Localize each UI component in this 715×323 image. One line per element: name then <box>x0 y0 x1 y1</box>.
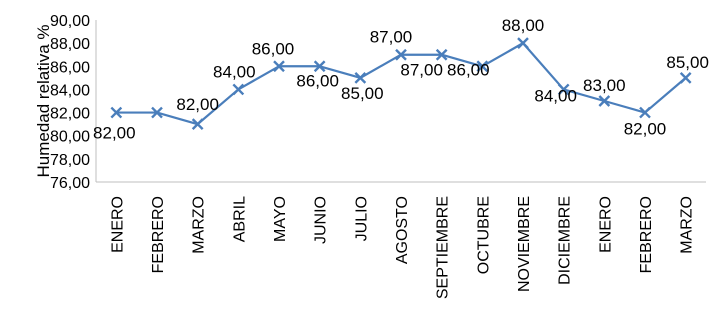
y-tick-label: 76,00 <box>50 175 90 192</box>
x-tick-label: ENERO <box>109 196 126 253</box>
data-label: 83,00 <box>583 76 626 95</box>
x-tick-label: ENERO <box>597 196 614 253</box>
x-tick-label: DICIEMBRE <box>557 196 574 285</box>
data-point-marker <box>679 72 692 84</box>
data-point-marker <box>517 37 529 49</box>
x-tick-label: JULIO <box>353 196 370 241</box>
y-tick-label: 84,00 <box>50 82 90 99</box>
data-label: 82,00 <box>624 120 667 139</box>
x-tick-label: MARZO <box>679 196 696 254</box>
data-point-marker <box>639 106 651 119</box>
x-tick-label: FEBRERO <box>638 196 655 273</box>
y-tick-label: 78,00 <box>50 152 90 169</box>
data-point-marker <box>191 118 204 130</box>
data-point-marker <box>110 106 123 119</box>
y-tick-label: 86,00 <box>50 59 90 76</box>
x-tick-label: MARZO <box>191 196 208 254</box>
y-tick-label: 80,00 <box>50 129 90 146</box>
data-label: 85,00 <box>341 84 384 103</box>
data-label: 86,00 <box>252 39 295 58</box>
y-tick-labels: 76,00 78,00 80,00 82,00 84,00 86,00 88,00 90,00 <box>50 13 90 192</box>
x-tick-label: MAYO <box>272 196 289 242</box>
data-point-marker <box>151 106 163 119</box>
data-point-marker <box>598 95 611 107</box>
x-tick-label: ABRIL <box>231 196 248 242</box>
series-line <box>110 37 692 130</box>
data-point-marker <box>476 60 489 73</box>
x-tick-label: SEPTIEMBRE <box>435 196 452 299</box>
x-tick-label: NOVIEMBRE <box>516 196 533 292</box>
data-label: 84,00 <box>534 86 577 105</box>
x-tick-label: OCTUBRE <box>475 196 492 274</box>
data-point-marker <box>557 83 570 96</box>
data-label: 86,00 <box>296 71 339 90</box>
data-point-marker <box>435 48 448 61</box>
data-point-marker <box>395 48 407 61</box>
data-label: 88,00 <box>502 16 545 35</box>
y-tick-label: 82,00 <box>50 106 90 123</box>
y-tick-label: 88,00 <box>50 36 90 53</box>
plot-area <box>95 20 706 183</box>
data-label: 86,00 <box>447 60 490 79</box>
data-labels: 82,0082,0084,0086,0086,0085,0087,0087,00… <box>93 16 709 142</box>
data-point-marker <box>273 60 285 73</box>
data-label: 85,00 <box>666 53 709 72</box>
data-label: 84,00 <box>213 62 256 81</box>
data-point-marker <box>354 72 367 84</box>
data-label: 87,00 <box>370 28 413 47</box>
data-point-marker <box>232 83 245 96</box>
data-label: 82,00 <box>176 95 219 114</box>
data-label: 82,00 <box>93 124 136 143</box>
y-axis-title: Humedad relativa % <box>34 24 53 177</box>
y-tick-label: 90,00 <box>50 13 90 30</box>
data-label: 87,00 <box>400 61 443 80</box>
data-point-marker <box>313 60 326 73</box>
x-tick-label: AGOSTO <box>394 196 411 264</box>
x-tick-label: JUNIO <box>313 196 330 244</box>
x-tick-labels: ENERO FEBRERO MARZO ABRIL MAYO JUNIO JULIO AGOS… <box>109 196 695 299</box>
x-tick-label: FEBRERO <box>150 196 167 273</box>
